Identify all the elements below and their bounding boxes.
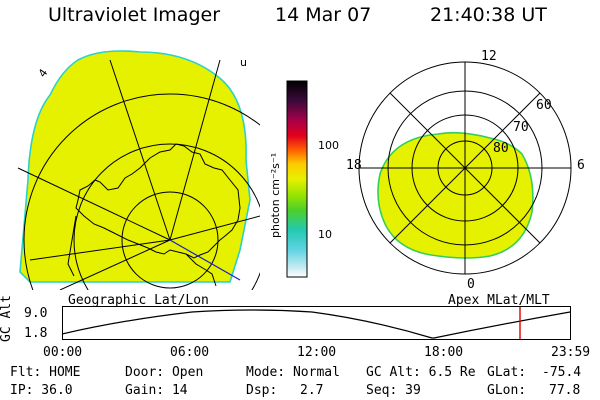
- altitude-tick-high: 9.0: [24, 306, 48, 321]
- mlat-label-80: 80: [493, 141, 509, 156]
- svg-text:u: u: [240, 56, 247, 69]
- colorbar-unit-label: photon cm⁻²s⁻¹: [269, 152, 282, 238]
- color-scale-bar: [286, 80, 308, 278]
- gain-value: Gain: 14: [125, 383, 188, 398]
- time-tick-1800: 18:00: [424, 345, 464, 360]
- altitude-axis-label: GC Alt: [0, 295, 14, 342]
- altitude-curve: [62, 309, 571, 339]
- gc-altitude: GC Alt: 6.5 Re: [366, 365, 476, 380]
- colorbar-tick-10: 10: [318, 228, 332, 241]
- dsp-value: 2.7: [300, 383, 324, 398]
- mlat-label-70: 70: [513, 120, 529, 135]
- terminator-line: [169, 239, 241, 281]
- polar-image: [358, 61, 572, 275]
- svg-text:4: 4: [36, 67, 51, 80]
- ip-value: IP: 36.0: [10, 383, 73, 398]
- dsp-label: Dsp:: [246, 383, 278, 398]
- altitude-plot: [62, 306, 571, 340]
- time-tick-0600: 06:00: [170, 345, 210, 360]
- mlt-label-0: 0: [467, 277, 475, 292]
- altitude-tick-low: 1.8: [24, 326, 48, 341]
- instrument-title: Ultraviolet Imager: [48, 4, 221, 26]
- glon-label: GLon:: [487, 383, 527, 398]
- polar-grid: [358, 61, 572, 275]
- mode-status: Mode: Normal: [246, 365, 340, 380]
- image-time: 21:40:38 UT: [430, 4, 547, 26]
- apex-caption: Apex MLat/MLT: [448, 293, 550, 308]
- coastline: [75, 143, 241, 259]
- geo-auroral-fill: [19, 50, 251, 283]
- geographic-caption: Geographic Lat/Lon: [68, 293, 209, 308]
- geographic-image: 4 u: [17, 50, 260, 290]
- flight-status: Flt: HOME: [10, 365, 81, 380]
- door-status: Door: Open: [125, 365, 204, 380]
- colorbar-tick-100: 100: [318, 139, 339, 152]
- time-tick-0000: 00:00: [43, 345, 83, 360]
- graticule: [17, 59, 260, 290]
- mlt-label-6: 6: [577, 158, 585, 173]
- sequence-number: Seq: 39: [366, 383, 421, 398]
- glat-label: GLat:: [487, 365, 527, 380]
- glon-value: 77.8: [549, 383, 581, 398]
- glat-value: -75.4: [542, 365, 582, 380]
- time-tick-1200: 12:00: [297, 345, 337, 360]
- mlt-label-18: 18: [346, 158, 362, 173]
- mlat-label-60: 60: [536, 98, 552, 113]
- image-date: 14 Mar 07: [275, 4, 372, 26]
- time-tick-2359: 23:59: [551, 345, 591, 360]
- polar-auroral-fill: [377, 131, 534, 259]
- mlt-label-12: 12: [481, 49, 497, 64]
